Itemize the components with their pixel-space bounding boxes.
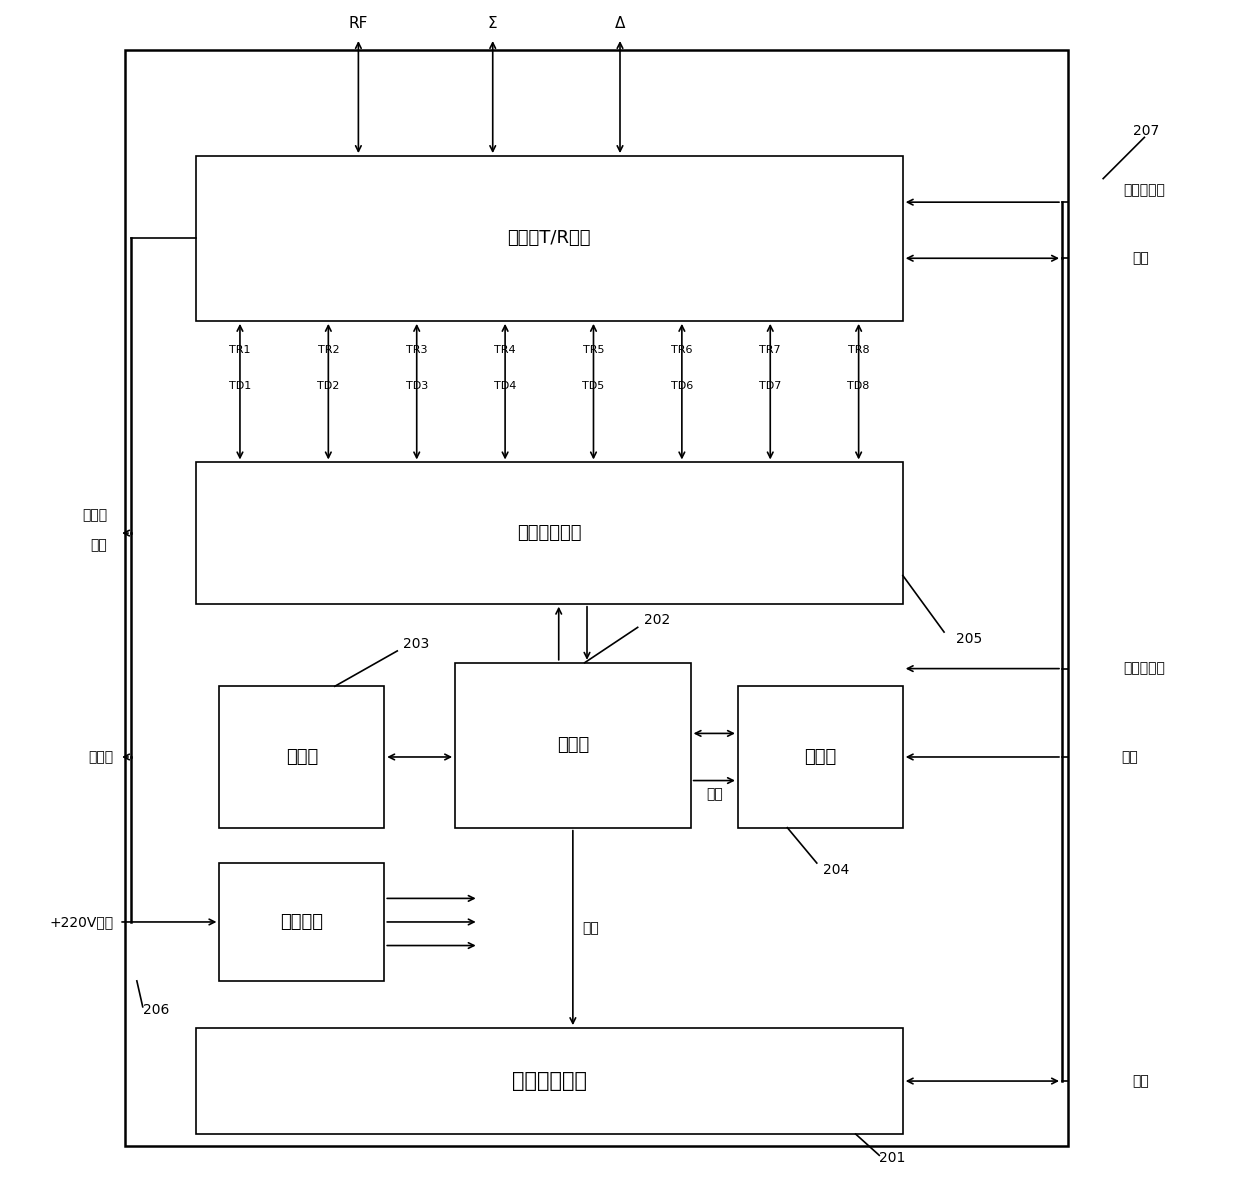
Text: 205: 205 [956,632,982,646]
Text: 201: 201 [879,1151,905,1165]
Text: TR1: TR1 [229,346,250,355]
Text: TR2: TR2 [317,346,340,355]
Text: TD5: TD5 [583,381,605,391]
Bar [196,1028,903,1134]
Text: TD2: TD2 [317,381,340,391]
Text: 接收: 接收 [1121,749,1137,764]
Text: 207: 207 [1132,124,1159,139]
Text: TD3: TD3 [405,381,428,391]
Text: 关口: 关口 [91,538,108,552]
Text: TR5: TR5 [583,346,604,355]
Text: 网口: 网口 [582,921,599,935]
Bar [219,863,384,980]
Bar [455,663,691,828]
Text: 204: 204 [822,863,849,877]
Bar [738,687,903,828]
Text: TD7: TD7 [759,381,781,391]
Text: RF: RF [348,17,368,32]
Text: Σ: Σ [487,17,497,32]
Text: TD6: TD6 [671,381,693,391]
Text: 处理板: 处理板 [557,736,589,754]
Text: 203: 203 [403,637,429,651]
Text: 本振: 本振 [706,787,723,802]
Bar [125,50,1068,1146]
Text: TD8: TD8 [847,381,869,391]
Text: TR3: TR3 [405,346,428,355]
Bar [219,687,384,828]
Text: 离散控制线: 离散控制线 [1123,662,1166,676]
Text: 离散控制线: 离散控制线 [1123,184,1166,198]
Text: 串口: 串口 [1132,1074,1149,1088]
Text: 工业平板电脑: 工业平板电脑 [512,1072,587,1090]
Text: 串口: 串口 [1132,251,1149,265]
Text: 206: 206 [143,1003,169,1017]
Text: TR8: TR8 [848,346,869,355]
Bar [196,156,903,321]
Text: +220V电源: +220V电源 [50,915,113,929]
Text: TR7: TR7 [759,346,781,355]
Text: 接收机: 接收机 [805,748,837,766]
Text: Δ: Δ [615,17,625,32]
Text: 多通道T/R组件: 多通道T/R组件 [507,230,591,247]
Text: 校准源: 校准源 [88,749,113,764]
Text: 校准源: 校准源 [285,748,317,766]
Text: 电源模块: 电源模块 [280,913,324,931]
Text: 矩阵开: 矩阵开 [82,508,108,522]
Text: TR6: TR6 [671,346,693,355]
Text: TD4: TD4 [494,381,516,391]
Text: 多路矩阵开关: 多路矩阵开关 [517,525,582,542]
Bar [196,463,903,604]
Text: 202: 202 [644,613,670,628]
Text: TR4: TR4 [495,346,516,355]
Text: TD1: TD1 [229,381,250,391]
